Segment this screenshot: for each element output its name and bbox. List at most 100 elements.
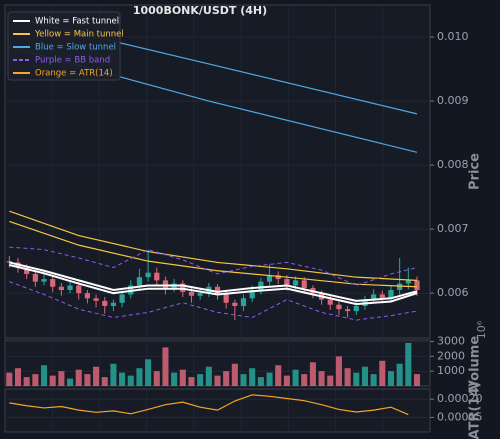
volume-bar — [266, 372, 273, 386]
volume-bar — [110, 363, 117, 386]
candle-body — [301, 280, 307, 289]
volume-bar — [205, 366, 212, 386]
candle-body — [41, 279, 47, 282]
volume-bar — [301, 374, 308, 386]
volume-bar — [275, 365, 282, 386]
volume-bar — [197, 374, 204, 386]
y-tick-label: 0.009 — [437, 94, 469, 107]
volume-bar — [249, 368, 256, 386]
volume-bar — [396, 363, 403, 386]
legend-label: Purple = BB band — [35, 56, 110, 66]
candle-body — [136, 277, 143, 286]
volume-bar — [14, 368, 22, 386]
legend: White = Fast tunnel Yellow = Main tunnel B… — [7, 11, 124, 81]
volume-bar — [292, 369, 299, 386]
candle-body — [67, 285, 73, 290]
volume-bar — [40, 365, 48, 386]
candle-body — [214, 286, 221, 295]
volume-bar — [413, 374, 421, 386]
y-axis-label: ATR(14) — [468, 382, 483, 439]
candle-body — [24, 267, 30, 274]
candle-body — [84, 293, 90, 299]
volume-bar — [231, 363, 238, 386]
volume-bar — [240, 374, 247, 386]
volume-bar — [179, 369, 186, 386]
volume-bar — [162, 347, 169, 386]
volume-bar — [93, 366, 100, 386]
candle-body — [292, 280, 299, 286]
line — [9, 264, 418, 306]
volume-bar — [171, 372, 178, 386]
line — [9, 394, 409, 416]
volume-bar — [58, 371, 65, 386]
volume-bar — [335, 356, 342, 386]
candle-body — [353, 305, 359, 312]
volume-bar — [49, 375, 56, 386]
candle-body — [249, 289, 255, 299]
y-axis-label: Volume — [468, 336, 483, 391]
volume-bar — [84, 374, 91, 386]
y-tick-label: 0.006 — [437, 286, 469, 299]
y-tick-label: 2000 — [437, 349, 465, 362]
volume-bar — [257, 377, 264, 386]
volume-bar — [145, 359, 152, 386]
chart-title: 1000BONK/USDT (4H) — [133, 4, 267, 17]
candle-body — [145, 272, 151, 278]
candle-body — [32, 273, 38, 282]
candle-body — [102, 300, 108, 306]
legend-label: Orange = ATR(14) — [35, 69, 113, 79]
candle-body — [388, 289, 394, 299]
line — [9, 246, 418, 287]
y-axis-label: Price — [468, 153, 483, 190]
candle-body — [240, 298, 247, 306]
volume-bar — [101, 377, 108, 386]
candle-body — [162, 280, 169, 289]
line — [9, 281, 418, 321]
y-tick-label: 0.010 — [437, 30, 469, 43]
volume-bar — [119, 372, 126, 386]
candle-body — [188, 291, 195, 296]
candle-body — [197, 293, 203, 296]
volume-bar — [327, 375, 334, 386]
volume-bar — [136, 368, 143, 386]
candle-body — [223, 294, 229, 303]
volume-bar — [6, 372, 13, 386]
y-tick-label: 0.008 — [437, 158, 469, 171]
volume-bar — [405, 342, 412, 386]
volume-bar — [188, 377, 195, 386]
candle-body — [119, 294, 125, 303]
legend-label: Blue = Slow tunnel — [35, 43, 116, 53]
candle-body — [414, 280, 420, 290]
line — [9, 210, 418, 281]
candle-body — [6, 261, 12, 263]
volume-bar — [127, 375, 134, 386]
volume-bar — [214, 375, 221, 386]
candle-body — [93, 298, 99, 301]
candle-body — [275, 275, 281, 280]
volume-bar — [223, 371, 230, 386]
candle-body — [371, 294, 377, 300]
y-tick-label: 0.00020 — [437, 392, 483, 405]
candle-body — [266, 275, 273, 282]
candle-body — [154, 272, 160, 281]
volume-bar — [370, 374, 377, 386]
y-tick-label: 3000 — [437, 334, 465, 347]
candle-body — [58, 286, 64, 290]
volume-bar — [309, 362, 316, 386]
volume-bar — [379, 360, 386, 386]
y-tick-label: 0.00015 — [437, 410, 483, 423]
candle-body — [50, 279, 56, 287]
volume-bar — [344, 368, 351, 386]
candle-body — [76, 285, 82, 294]
candle-body — [327, 299, 333, 305]
volume-bar — [318, 371, 325, 386]
volume-bar — [387, 371, 395, 386]
candle-body — [397, 283, 403, 290]
candle-body — [232, 302, 238, 306]
candle-body — [379, 294, 385, 299]
line — [9, 261, 418, 302]
y-tick-label: 0.007 — [437, 222, 469, 235]
volume-bar — [153, 371, 160, 386]
candle-body — [110, 302, 117, 306]
